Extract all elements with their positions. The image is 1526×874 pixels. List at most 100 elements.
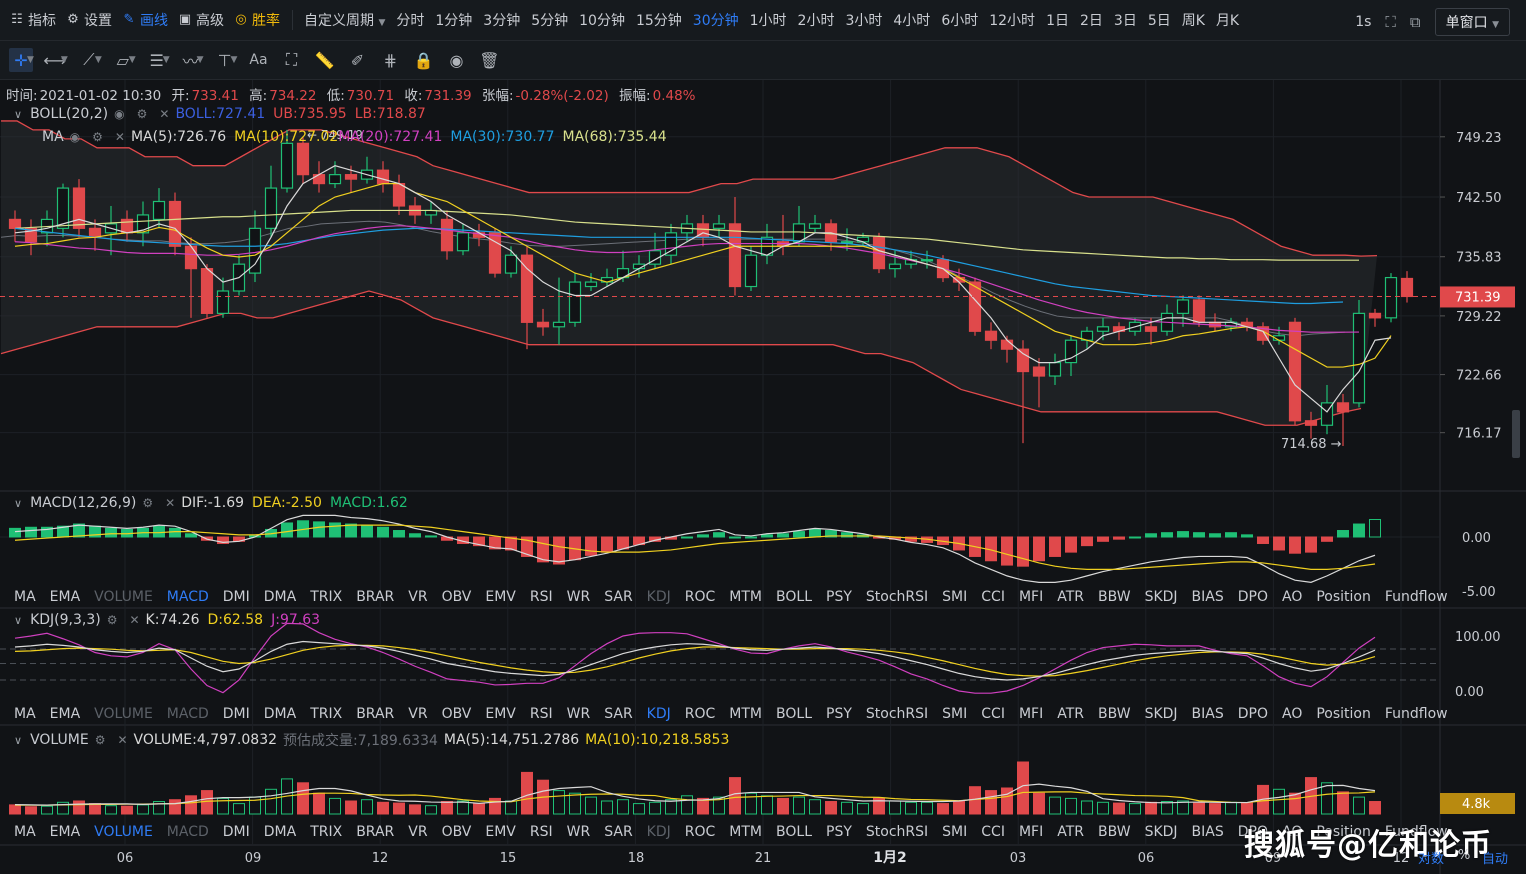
close-icon[interactable]: ✕ — [129, 613, 140, 627]
gear-icon[interactable]: ⚙ — [92, 130, 103, 144]
gear-icon[interactable]: ⚙ — [94, 733, 106, 747]
indicator-tab[interactable]: StochRSI — [865, 706, 929, 722]
period-0[interactable]: 分时 — [396, 13, 425, 29]
indicator-tab[interactable]: MFI — [1018, 589, 1044, 605]
indicator-tab[interactable]: BIAS — [1191, 589, 1224, 605]
indicator-tab[interactable]: Position — [1316, 824, 1371, 840]
trash-icon[interactable]: 🗑 — [479, 50, 500, 70]
indicator-tab[interactable]: BIAS — [1191, 824, 1224, 840]
indicator-tab[interactable]: SAR — [604, 824, 633, 840]
wave-icon[interactable]: 〰 — [182, 52, 199, 71]
indicator-tab[interactable]: SMI — [942, 824, 968, 840]
percent-scale-toggle[interactable]: % — [1458, 848, 1471, 863]
indicator-tab[interactable]: AO — [1282, 824, 1303, 840]
indicator-tab[interactable]: MACD — [166, 706, 209, 722]
indicator-tab[interactable]: EMA — [49, 824, 81, 840]
period-16[interactable]: 5日 — [1147, 13, 1171, 29]
indicator-tab[interactable]: ATR — [1057, 589, 1084, 605]
indicator-tab[interactable]: VOLUME — [94, 824, 153, 840]
eye-icon[interactable]: ◉ — [114, 107, 125, 121]
indicator-tab[interactable]: Fundflow — [1384, 824, 1448, 840]
indicator-tab[interactable]: SKDJ — [1144, 589, 1178, 605]
indicator-tab[interactable]: KDJ — [646, 824, 671, 840]
channel-icon[interactable]: ☰ — [149, 50, 164, 70]
period-17[interactable]: 周K — [1181, 13, 1205, 29]
period-18[interactable]: 月K — [1215, 13, 1240, 29]
indicator-tab[interactable]: OBV — [441, 824, 472, 840]
indicator-tab[interactable]: DMI — [222, 589, 250, 605]
indicator-tab[interactable]: WR — [566, 589, 591, 605]
indicator-tab[interactable]: DMA — [263, 824, 297, 840]
indicator-tab[interactable]: EMA — [49, 706, 81, 722]
indicator-tab[interactable]: MFI — [1018, 706, 1044, 722]
indicator-tab[interactable]: TRIX — [310, 589, 343, 605]
indicator-tab[interactable]: PSY — [826, 824, 852, 840]
indicator-tab[interactable]: DMI — [222, 706, 250, 722]
indicator-tab[interactable]: ATR — [1057, 706, 1084, 722]
log-scale-toggle[interactable]: 对数 — [1418, 852, 1445, 867]
indicator-tab[interactable]: WR — [566, 824, 591, 840]
indicator-tab[interactable]: OBV — [441, 706, 472, 722]
indicator-tab[interactable]: AO — [1282, 589, 1303, 605]
collapse-chevron-icon[interactable]: ∨ — [14, 107, 23, 121]
lock-icon[interactable]: 🔒 — [413, 50, 434, 70]
period-12[interactable]: 12小时 — [989, 13, 1036, 29]
eye-icon[interactable]: ◉ — [69, 130, 81, 144]
indicator-tab[interactable]: Position — [1316, 706, 1371, 722]
period-9[interactable]: 3小时 — [845, 13, 883, 29]
indicator-tab[interactable]: VR — [408, 706, 428, 722]
indicator-tab[interactable]: RSI — [529, 706, 553, 722]
indicator-tab[interactable]: SMI — [942, 589, 968, 605]
indicator-tab[interactable]: SKDJ — [1144, 824, 1178, 840]
indicator-tab[interactable]: PSY — [826, 589, 852, 605]
period-10[interactable]: 4小时 — [893, 13, 931, 29]
indicator-tab[interactable]: VR — [408, 589, 428, 605]
period-5[interactable]: 15分钟 — [635, 13, 682, 29]
chevron-down-icon[interactable]: ▼ — [230, 55, 238, 65]
indicator-tab[interactable]: TRIX — [310, 824, 343, 840]
indicator-tab[interactable]: BIAS — [1191, 706, 1224, 722]
popout-icon[interactable]: ⧉ — [1409, 13, 1421, 31]
indicator-tab[interactable]: MA — [14, 824, 36, 840]
indicator-tab[interactable]: SMI — [942, 706, 968, 722]
crosshair-icon[interactable]: ✛ — [9, 48, 33, 72]
chart-svg[interactable]: 749.23 742.50 735.83 729.22 722.66 716.17 ← 74… — [0, 80, 1526, 874]
collapse-chevron-icon[interactable]: ∨ — [14, 613, 23, 627]
indicator-tab[interactable]: DMA — [263, 589, 297, 605]
indicator-tab[interactable]: ROC — [684, 706, 716, 722]
indicator-tab[interactable]: VR — [408, 824, 428, 840]
indicator-tab[interactable]: StochRSI — [865, 824, 929, 840]
indicator-tab[interactable]: BOLL — [776, 589, 812, 605]
pattern-icon[interactable]: ⛶ — [285, 50, 298, 69]
indicator-tab[interactable]: MA — [14, 706, 36, 722]
period-14[interactable]: 2日 — [1079, 13, 1103, 29]
indicator-tab[interactable]: VOLUME — [94, 706, 153, 722]
period-15[interactable]: 3日 — [1113, 13, 1137, 29]
indicator-tab[interactable]: EMV — [485, 824, 516, 840]
period-6[interactable]: 30分钟 — [692, 13, 739, 29]
chevron-down-icon[interactable]: ▼ — [94, 55, 102, 65]
indicator-tab[interactable]: RSI — [529, 824, 553, 840]
indicator-tab[interactable]: MACD — [166, 589, 209, 605]
indicator-tab[interactable]: MA — [14, 589, 36, 605]
indicator-tab[interactable]: ATR — [1057, 824, 1084, 840]
horizontal-line-icon[interactable]: ⟷ — [43, 50, 67, 70]
indicator-tab[interactable]: DMI — [222, 824, 250, 840]
indicator-tab[interactable]: Fundflow — [1384, 706, 1448, 722]
indicator-tab[interactable]: BOLL — [776, 824, 812, 840]
indicator-tab[interactable]: OBV — [441, 589, 472, 605]
chevron-down-icon[interactable]: ▼ — [162, 55, 170, 65]
indicator-tab[interactable]: CCI — [981, 706, 1005, 722]
indicator-tab[interactable]: KDJ — [646, 706, 671, 722]
indicator-tab[interactable]: DPO — [1237, 706, 1268, 722]
gear-icon[interactable]: ⚙ — [136, 107, 148, 121]
text-tool-icon[interactable]: Aa — [249, 52, 268, 68]
indicator-tab[interactable]: BBW — [1098, 589, 1131, 605]
indicator-tab[interactable]: BOLL — [776, 706, 812, 722]
collapse-chevron-icon[interactable]: ∨ — [14, 733, 23, 747]
gear-icon[interactable]: ⚙ — [142, 496, 154, 510]
auto-scale-toggle[interactable]: 自动 — [1482, 852, 1509, 867]
indicator-tab[interactable]: BRAR — [356, 824, 395, 840]
indicator-tab[interactable]: VOLUME — [94, 589, 153, 605]
indicator-tab[interactable]: EMA — [49, 589, 81, 605]
